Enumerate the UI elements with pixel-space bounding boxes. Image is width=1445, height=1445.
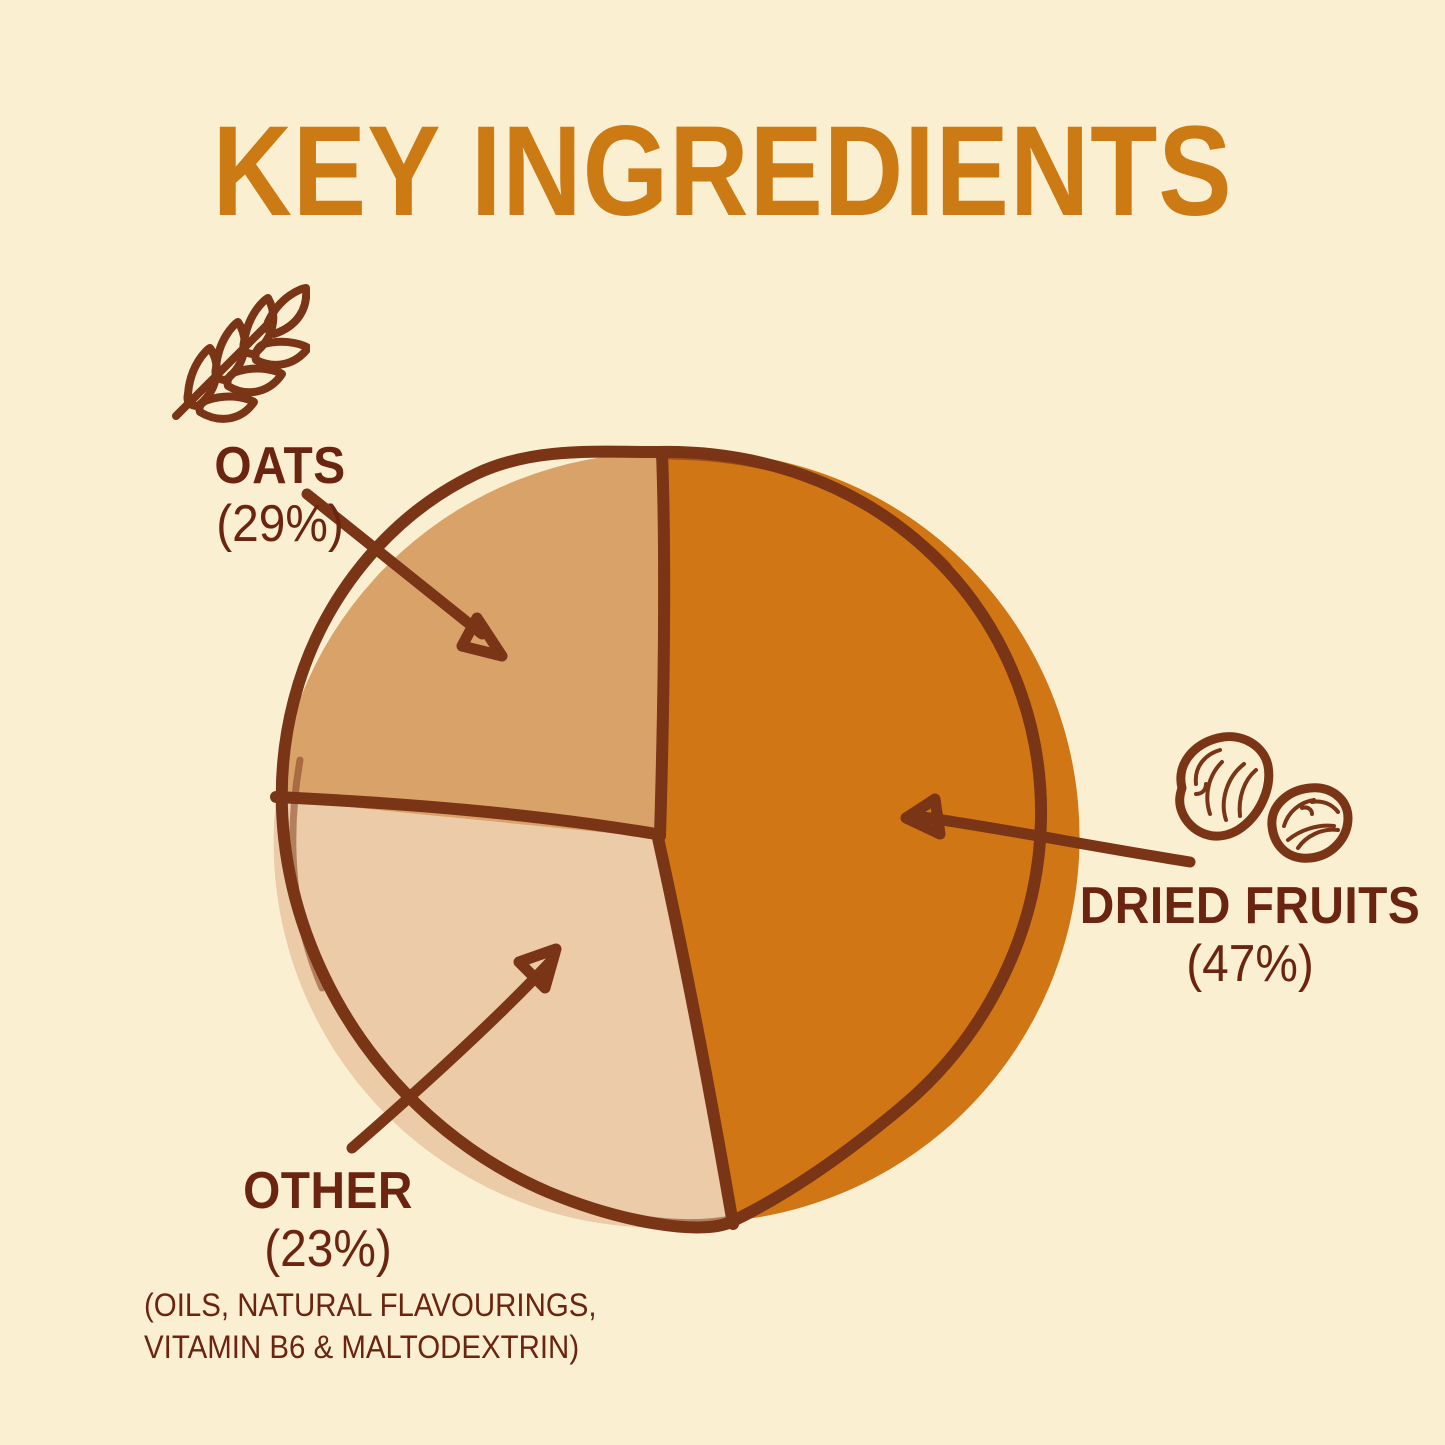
wheat-stalk-icon <box>172 284 310 423</box>
raisins-icon <box>1175 732 1353 863</box>
other-sub-line-1: (OILS, NATURAL FLAVOURINGS, <box>144 1287 597 1323</box>
callout-dried-fruits: DRIED FRUITS (47%) <box>1065 880 1435 997</box>
page-title: KEY INGREDIENTS <box>212 100 1233 243</box>
arrow-to-oats-slice <box>301 488 508 662</box>
pie-outline <box>275 445 1048 1234</box>
dried-fruits-percent: (47%) <box>1186 935 1314 993</box>
other-label: OTHER <box>243 1162 413 1220</box>
arrow-to-dried-fruits-slice <box>900 793 1196 868</box>
callout-oats: OATS (29%) <box>110 440 450 557</box>
arrow-to-other-slice <box>346 943 562 1154</box>
oats-label: OATS <box>214 437 346 495</box>
other-sub-line-2: VITAMIN B6 & MALTODEXTRIN) <box>144 1328 580 1365</box>
dried-fruits-label: DRIED FRUITS <box>1079 877 1421 935</box>
other-percent: (23%) <box>264 1220 392 1278</box>
pie-dividers <box>270 446 739 1230</box>
callout-other: OTHER (23%) (OILS, NATURAL FLAVOURINGS, … <box>128 1162 597 1366</box>
oats-percent: (29%) <box>216 495 344 553</box>
